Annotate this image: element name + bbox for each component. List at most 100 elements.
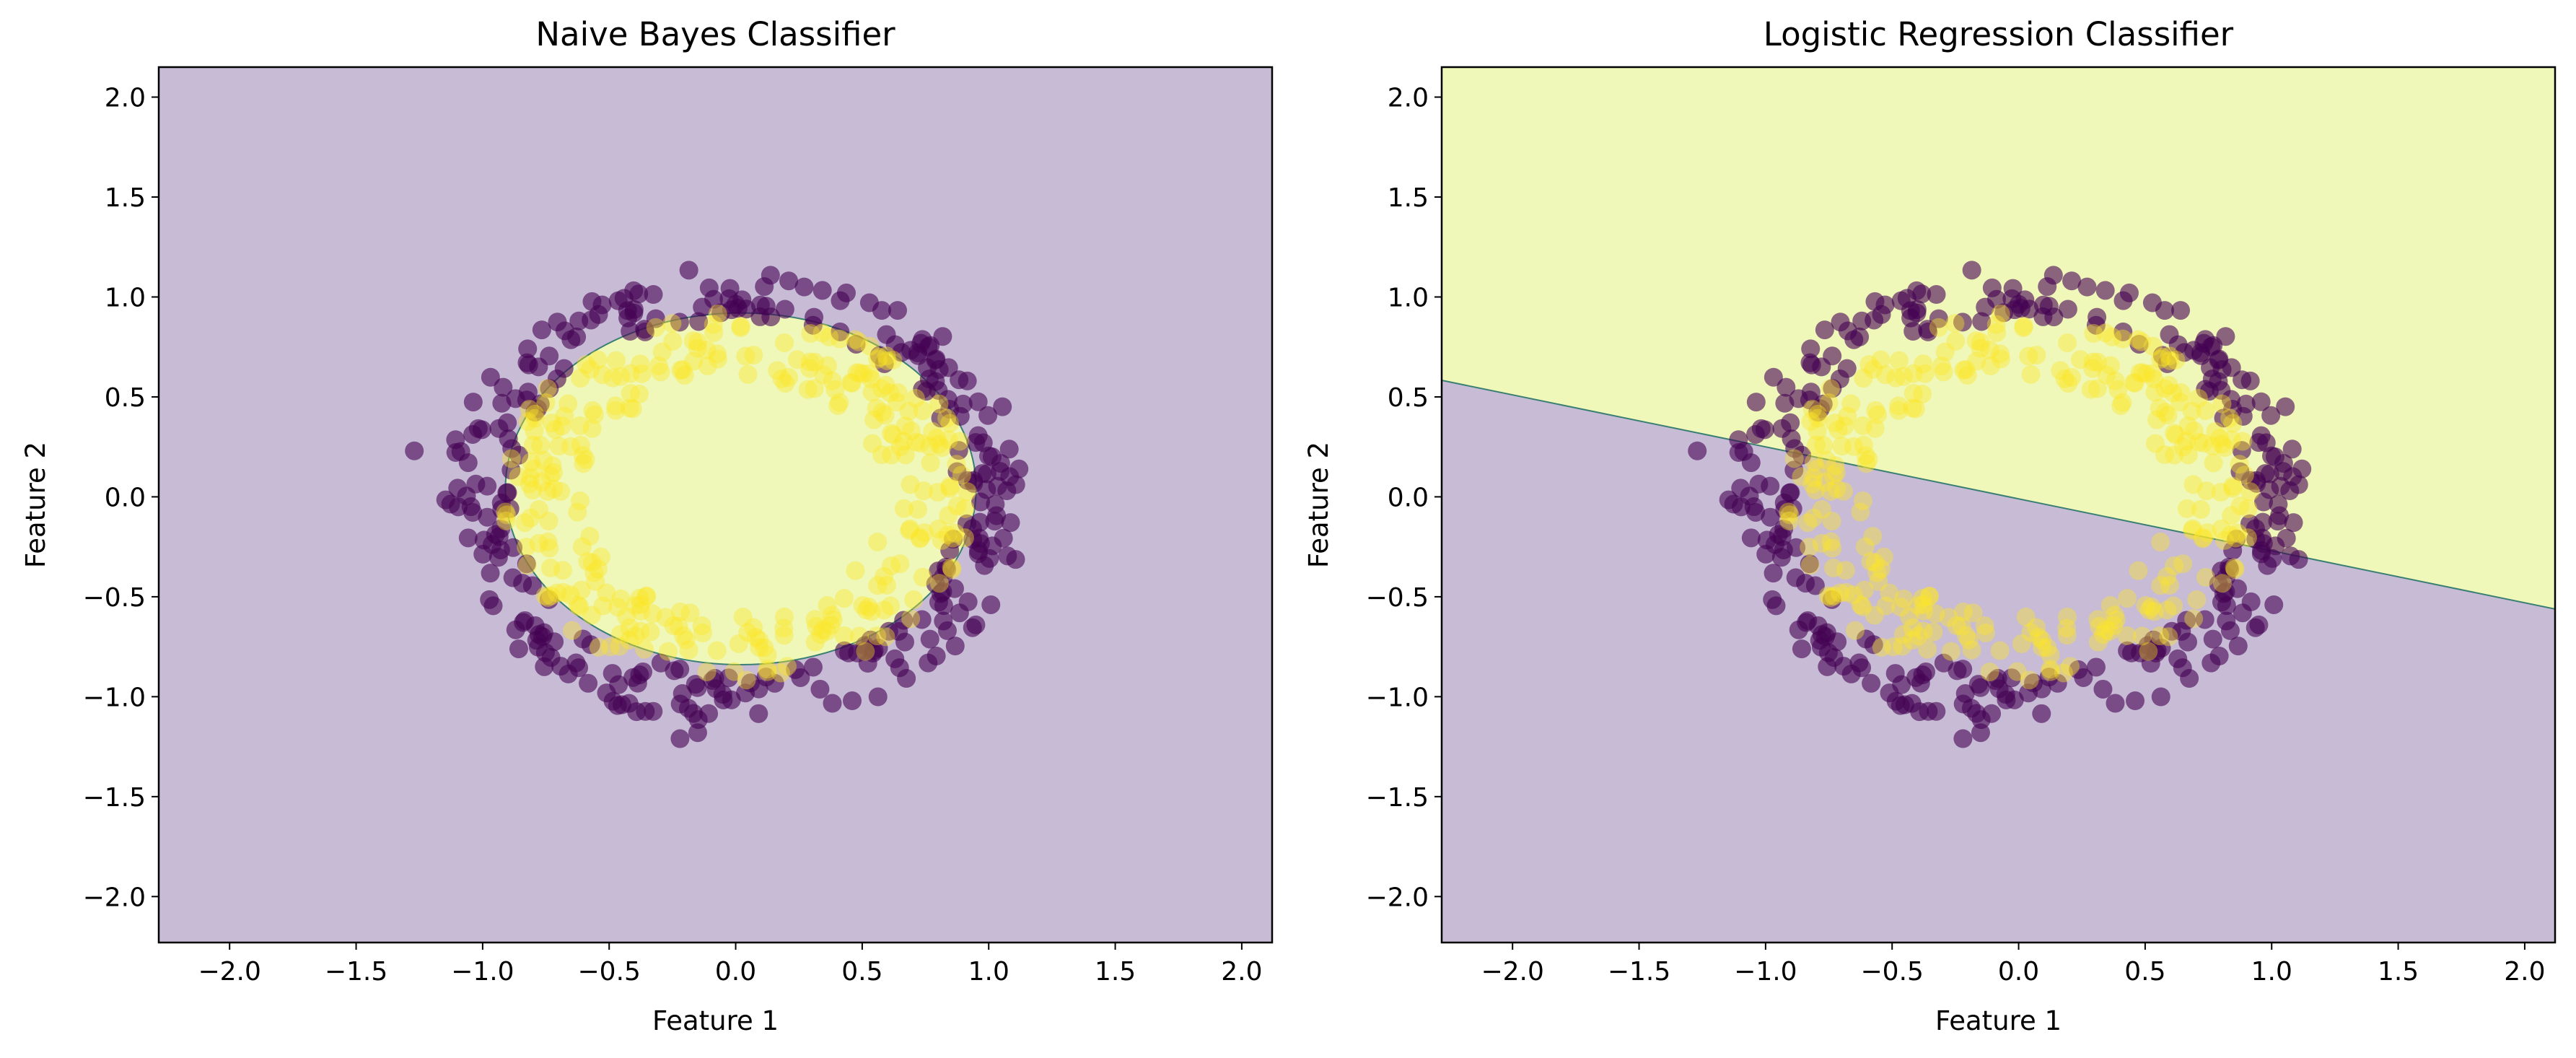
data-point-class-0 — [705, 668, 724, 688]
data-point-class-1 — [1886, 368, 1906, 388]
data-point-class-0 — [897, 669, 916, 688]
data-point-class-1 — [692, 616, 711, 636]
data-point-class-0 — [950, 370, 969, 390]
data-point-class-1 — [895, 416, 915, 435]
data-point-class-0 — [1865, 310, 1884, 330]
data-point-class-1 — [2014, 318, 2033, 338]
data-point-class-1 — [774, 618, 794, 638]
data-point-class-1 — [2087, 379, 2107, 398]
data-point-class-1 — [623, 399, 642, 419]
data-point-class-1 — [1963, 603, 1983, 623]
data-point-class-1 — [859, 597, 878, 616]
x-tick-label: −1.0 — [451, 957, 514, 987]
data-point-class-1 — [2100, 595, 2120, 615]
data-point-class-1 — [1854, 435, 1873, 455]
data-point-class-1 — [805, 610, 825, 629]
data-point-class-0 — [838, 643, 858, 663]
data-point-class-0 — [2241, 592, 2261, 611]
data-point-class-1 — [800, 359, 820, 378]
data-point-class-1 — [1825, 414, 1844, 433]
data-point-class-1 — [875, 567, 894, 586]
data-point-class-0 — [1801, 382, 1821, 402]
data-point-class-0 — [1912, 284, 1932, 304]
x-tick-label: 2.0 — [2504, 957, 2545, 987]
data-point-class-1 — [670, 602, 690, 621]
data-point-class-1 — [1821, 532, 1841, 551]
data-point-class-0 — [877, 325, 896, 344]
data-point-class-0 — [2271, 476, 2290, 496]
data-point-class-1 — [2020, 670, 2039, 690]
data-point-class-1 — [920, 437, 939, 456]
data-point-class-1 — [1929, 318, 1948, 337]
data-point-class-1 — [2184, 421, 2204, 440]
data-point-class-1 — [707, 641, 727, 660]
data-point-class-1 — [2133, 363, 2152, 382]
data-point-class-1 — [2225, 558, 2244, 577]
data-point-class-1 — [758, 662, 777, 681]
data-point-class-1 — [2150, 626, 2170, 646]
data-point-class-0 — [926, 647, 946, 666]
data-point-class-1 — [636, 587, 656, 606]
data-point-class-1 — [1909, 596, 1928, 616]
data-point-class-1 — [1792, 467, 1811, 486]
data-point-class-1 — [1808, 460, 1827, 479]
data-point-class-0 — [489, 548, 508, 567]
data-point-class-1 — [947, 497, 967, 516]
data-point-class-0 — [503, 568, 522, 587]
data-point-class-1 — [854, 364, 873, 383]
data-point-class-1 — [1903, 398, 1922, 418]
data-point-class-0 — [755, 277, 774, 297]
data-point-class-1 — [2139, 600, 2159, 620]
decision-region-class-0 — [1442, 380, 2555, 943]
data-point-class-1 — [1871, 350, 1891, 370]
data-point-class-1 — [2173, 554, 2193, 574]
data-point-class-0 — [1988, 668, 2007, 688]
data-point-class-1 — [913, 401, 932, 421]
data-point-class-1 — [1867, 405, 1887, 424]
data-point-class-1 — [646, 318, 665, 337]
data-point-class-1 — [1838, 406, 1857, 426]
data-point-class-1 — [1991, 304, 2010, 323]
data-point-class-0 — [2230, 462, 2250, 481]
data-point-class-0 — [940, 541, 960, 560]
data-point-class-1 — [1956, 359, 1976, 379]
data-point-class-1 — [2178, 445, 2198, 465]
data-point-class-1 — [876, 375, 895, 395]
data-point-class-1 — [2223, 478, 2243, 498]
data-point-class-1 — [629, 384, 649, 403]
data-point-class-1 — [1865, 419, 1885, 438]
data-point-class-0 — [446, 443, 465, 463]
data-point-class-1 — [1935, 342, 1955, 362]
data-point-class-0 — [2074, 668, 2093, 687]
data-point-class-1 — [868, 533, 888, 552]
data-point-class-1 — [1831, 583, 1850, 603]
data-point-class-1 — [1893, 624, 1913, 644]
data-point-class-1 — [894, 432, 914, 451]
data-point-class-0 — [868, 687, 888, 707]
data-point-class-1 — [1855, 537, 1875, 556]
data-point-class-1 — [1981, 356, 2000, 375]
data-point-class-0 — [2247, 473, 2266, 493]
data-point-class-1 — [656, 608, 675, 627]
data-point-class-1 — [901, 519, 920, 538]
data-point-class-1 — [776, 374, 795, 393]
data-point-class-1 — [857, 600, 876, 620]
data-point-class-1 — [774, 607, 794, 626]
data-point-class-1 — [775, 333, 794, 352]
data-point-class-1 — [1872, 637, 1891, 657]
data-point-class-1 — [535, 586, 555, 605]
data-point-class-1 — [875, 406, 895, 425]
data-point-class-1 — [2238, 499, 2258, 518]
data-point-class-0 — [2093, 679, 2113, 699]
data-point-class-0 — [2233, 370, 2252, 390]
data-point-class-0 — [859, 293, 879, 312]
data-point-class-0 — [1934, 653, 1953, 673]
y-tick-label: −1.0 — [1366, 683, 1429, 712]
data-point-class-1 — [2165, 424, 2184, 443]
data-point-class-0 — [2256, 433, 2276, 453]
data-point-class-1 — [676, 630, 696, 650]
data-point-class-1 — [708, 304, 727, 323]
data-point-class-1 — [876, 627, 895, 647]
data-point-class-1 — [1986, 315, 2006, 334]
data-point-class-0 — [2261, 406, 2281, 425]
